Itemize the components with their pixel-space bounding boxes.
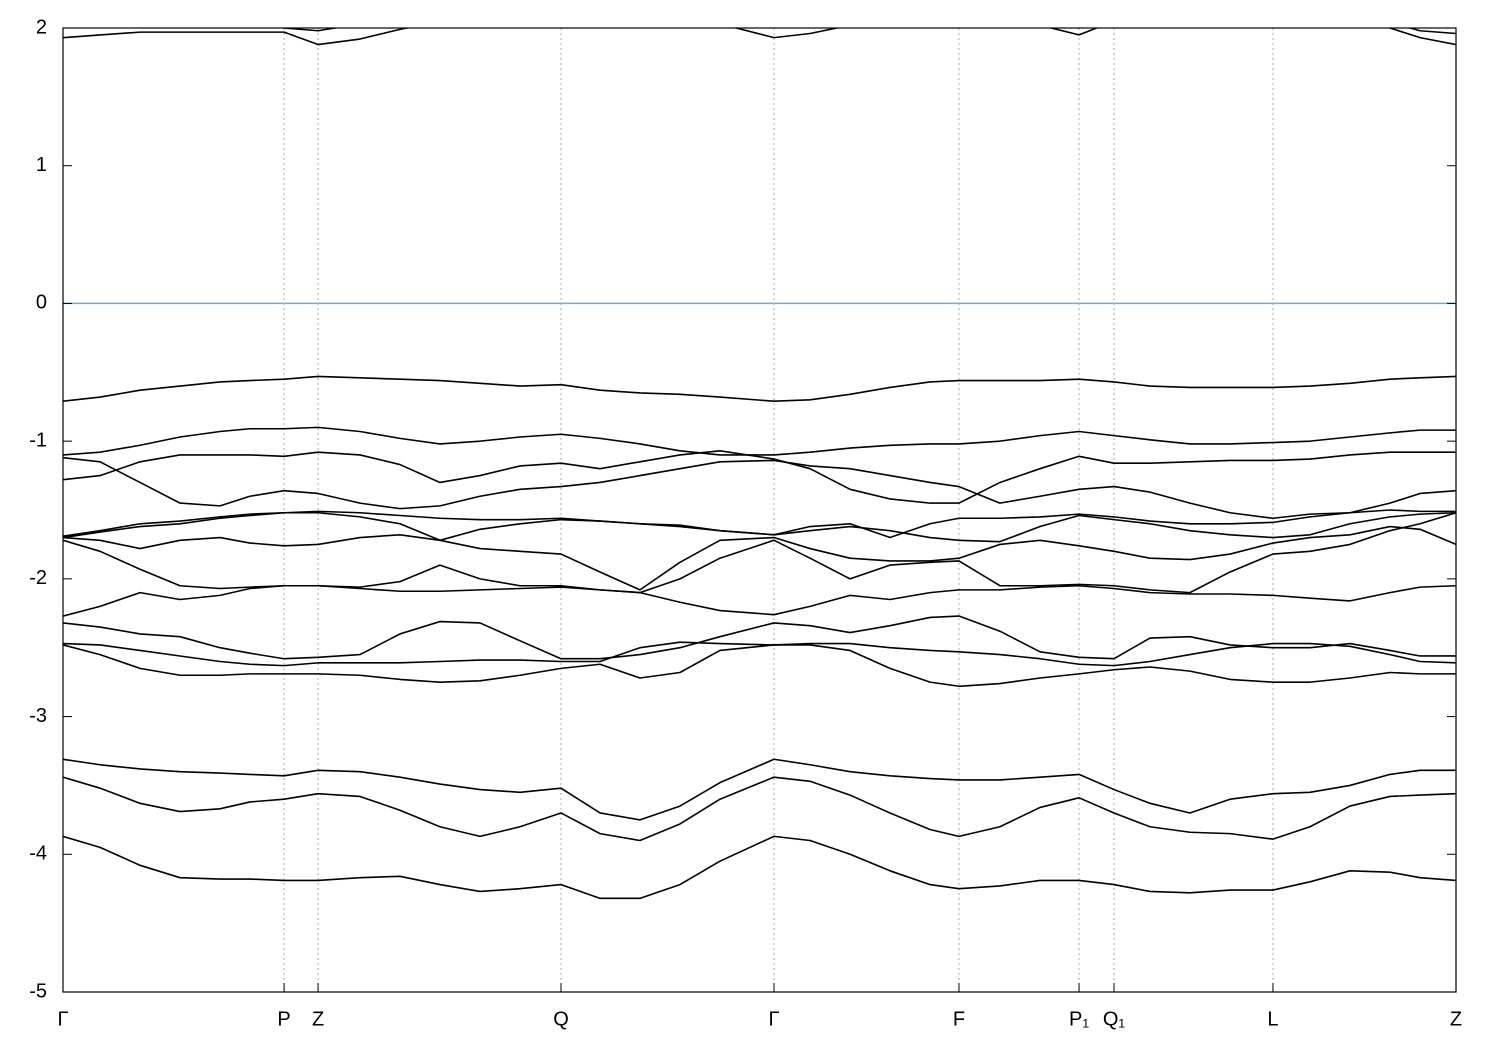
y-tick-label: -1 bbox=[29, 429, 47, 451]
band-line bbox=[63, 449, 1456, 504]
y-tick-label: -3 bbox=[29, 705, 47, 727]
band-line bbox=[63, 375, 1456, 403]
plot-frame bbox=[62, 27, 1457, 993]
band-line bbox=[63, 584, 1456, 617]
band-line bbox=[63, 511, 1456, 594]
band-line bbox=[63, 426, 1456, 456]
y-tick-label: -2 bbox=[29, 567, 47, 589]
band-line bbox=[63, 509, 1456, 539]
band-line bbox=[63, 615, 1456, 660]
x-tick-label: Q bbox=[553, 1008, 569, 1030]
bands-layer bbox=[63, 28, 1456, 900]
y-tick-label: 1 bbox=[36, 154, 47, 176]
x-tick-label: Γ bbox=[768, 1008, 779, 1030]
band-line bbox=[63, 835, 1456, 900]
x-tick-label: F bbox=[953, 1008, 965, 1030]
x-tick-label: Γ bbox=[57, 1008, 68, 1030]
x-tick-label: Z bbox=[1450, 1008, 1462, 1030]
band-line bbox=[63, 28, 1456, 46]
band-line bbox=[63, 456, 1456, 520]
grid-layer bbox=[62, 28, 1457, 992]
x-tick-label: P₁ bbox=[1069, 1008, 1089, 1030]
y-tick-label: -4 bbox=[29, 843, 47, 865]
y-tick-label: -5 bbox=[29, 980, 47, 1002]
band-line bbox=[280, 28, 1456, 35]
band-line bbox=[63, 758, 1456, 821]
band-line bbox=[63, 776, 1456, 842]
x-tick-label: P bbox=[277, 1008, 290, 1030]
band-line bbox=[63, 511, 1456, 543]
band-line bbox=[63, 525, 1456, 591]
y-tick-label: 2 bbox=[36, 16, 47, 38]
x-tick-label: Q₁ bbox=[1103, 1008, 1126, 1030]
y-tick-label: 0 bbox=[36, 292, 47, 314]
x-tick-label: L bbox=[1267, 1008, 1278, 1030]
x-tick-label: Z bbox=[312, 1008, 324, 1030]
band-line bbox=[63, 641, 1456, 667]
